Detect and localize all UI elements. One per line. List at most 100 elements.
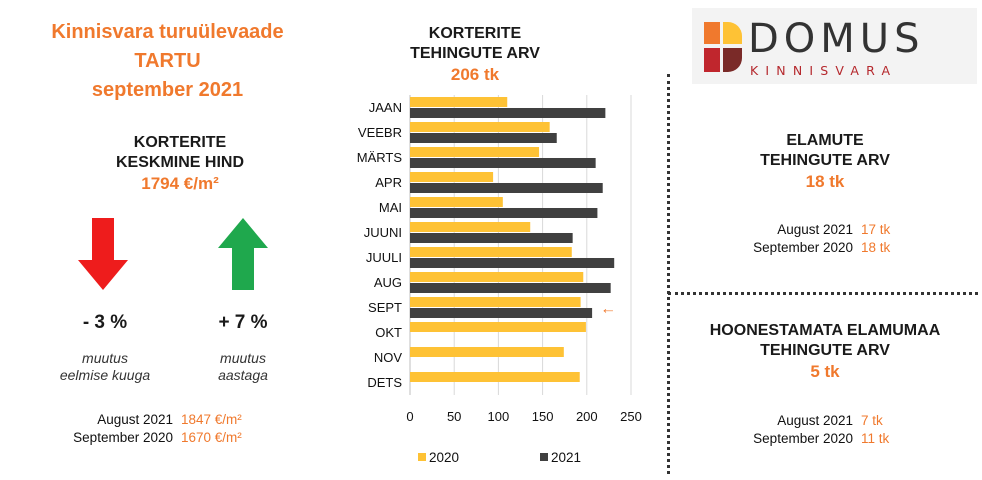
bar-2020 — [410, 147, 540, 157]
land-cmp-row-2: September 2020 11 tk — [690, 430, 970, 448]
title-line-2: TARTU — [134, 50, 201, 72]
bar-2020 — [410, 197, 503, 207]
houses-cmp2-label: September 2020 — [753, 240, 853, 255]
bar-2020 — [410, 297, 581, 307]
bar-2020 — [410, 222, 531, 232]
x-tick-label: 250 — [620, 409, 642, 424]
category-label: SEPT — [368, 300, 402, 315]
title-line-3: september 2021 — [91, 79, 244, 101]
x-tick-label: 200 — [576, 409, 598, 424]
bar-2021 — [410, 158, 596, 168]
apartment-price-panel: KORTERITE KESKMINE HIND 1794 €/m² — [20, 133, 340, 195]
apartment-price-heading-1: KORTERITE — [133, 134, 227, 151]
cmp-row-1: August 2021 1847 €/m² — [30, 411, 330, 429]
houses-comparison: August 2021 17 tk September 2020 18 tk — [690, 221, 970, 257]
category-label: JAAN — [369, 100, 402, 115]
bar-2021 — [410, 133, 557, 143]
apartment-price-heading-2: KESKMINE HIND — [115, 154, 244, 171]
bar-2020 — [410, 272, 584, 282]
horizontal-divider — [668, 292, 978, 295]
chart-heading-1: KORTERITE — [428, 25, 522, 42]
bar-2021 — [410, 183, 603, 193]
chart-heading-value: 206 tk — [450, 65, 500, 84]
legend-swatch-2020 — [418, 453, 426, 461]
category-label: MAI — [379, 200, 402, 215]
apartment-price-value: 1794 €/m² — [141, 174, 219, 193]
category-label: DETS — [367, 375, 402, 390]
bar-2020 — [410, 322, 586, 332]
bar-2020 — [410, 247, 572, 257]
bar-2020 — [410, 122, 550, 132]
houses-cmp2-value: 18 tk — [861, 240, 891, 255]
houses-heading-1: ELAMUTE — [786, 132, 864, 149]
bar-2021 — [410, 258, 615, 268]
bar-2021 — [410, 283, 611, 293]
arrow-up-icon — [218, 218, 268, 290]
title-line-1: Kinnisvara turuülevaade — [51, 21, 284, 43]
land-cmp1-label: August 2021 — [777, 413, 853, 428]
houses-heading-2: TEHINGUTE ARV — [760, 152, 890, 169]
year-note-line-2: aastaga — [218, 367, 268, 383]
legend-swatch-2021 — [540, 453, 548, 461]
x-tick-label: 100 — [488, 409, 510, 424]
chart-heading-2: TEHINGUTE ARV — [410, 45, 540, 62]
vertical-divider — [667, 74, 670, 474]
report-title: Kinnisvara turuülevaade TARTU september … — [0, 18, 335, 105]
cmp1-value: 1847 €/m² — [181, 412, 242, 427]
bar-2021 — [410, 233, 573, 243]
cmp-row-2: September 2020 1670 €/m² — [30, 429, 330, 447]
apartment-price-comparison: August 2021 1847 €/m² September 2020 167… — [30, 411, 330, 447]
legend-label-2020: 2020 — [429, 450, 459, 465]
land-heading-1: HOONESTAMATA ELAMUMAA — [709, 322, 941, 339]
bar-2020 — [410, 97, 508, 107]
domus-logo: DOMUS KINNISVARA — [692, 8, 977, 84]
bar-2021 — [410, 108, 606, 118]
month-change-note: muutus eelmise kuuga — [40, 350, 170, 384]
land-cmp-row-1: August 2021 7 tk — [690, 412, 970, 430]
year-change-value: + 7 % — [218, 312, 268, 333]
cmp1-label: August 2021 — [97, 412, 173, 427]
land-cmp2-label: September 2020 — [753, 431, 853, 446]
land-heading-2: TEHINGUTE ARV — [760, 342, 890, 359]
land-cmp1-value: 7 tk — [861, 413, 883, 428]
houses-value: 18 tk — [805, 172, 845, 191]
bar-2020 — [410, 172, 494, 182]
cmp2-label: September 2020 — [73, 430, 173, 445]
logo-mark-icon — [704, 22, 742, 72]
highlight-arrow-icon: ← — [600, 301, 616, 318]
bar-2020 — [410, 347, 564, 357]
x-tick-label: 150 — [532, 409, 554, 424]
category-label: OKT — [375, 325, 402, 340]
category-label: NOV — [374, 350, 403, 365]
category-label: MÄRTS — [357, 150, 403, 165]
legend-label-2021: 2021 — [551, 450, 581, 465]
houses-cmp-row-2: September 2020 18 tk — [690, 239, 970, 257]
arrow-down-icon — [78, 218, 128, 290]
logo-subtitle: KINNISVARA — [750, 63, 898, 78]
bar-2020 — [410, 372, 580, 382]
category-label: JUUNI — [364, 225, 402, 240]
houses-cmp-row-1: August 2021 17 tk — [690, 221, 970, 239]
houses-cmp1-label: August 2021 — [777, 222, 853, 237]
category-label: APR — [375, 175, 402, 190]
month-note-line-2: eelmise kuuga — [59, 367, 151, 383]
month-change-value: - 3 % — [82, 312, 128, 333]
year-change-note: muutus aastaga — [193, 350, 293, 384]
transactions-bar-chart: 0 50 100 150 200 250 JAAN VEEBR MÄRTS APR MAI JUUNI… — [357, 95, 642, 465]
land-panel: HOONESTAMATA ELAMUMAA TEHINGUTE ARV 5 tk — [672, 321, 978, 383]
category-label: AUG — [374, 275, 402, 290]
category-label: JUULI — [366, 250, 402, 265]
bar-2021 — [410, 208, 598, 218]
cmp2-value: 1670 €/m² — [181, 430, 242, 445]
land-cmp2-value: 11 tk — [861, 431, 890, 446]
land-value: 5 tk — [810, 362, 840, 381]
month-note-line-1: muutus — [82, 350, 128, 366]
houses-cmp1-value: 17 tk — [861, 222, 891, 237]
houses-panel: ELAMUTE TEHINGUTE ARV 18 tk — [695, 131, 955, 193]
x-tick-label: 50 — [447, 409, 461, 424]
chart-heading: KORTERITE TEHINGUTE ARV 206 tk — [395, 24, 555, 86]
logo-name: DOMUS — [748, 16, 925, 62]
year-note-line-1: muutus — [220, 350, 266, 366]
category-label: VEEBR — [358, 125, 402, 140]
bar-2021 — [410, 308, 593, 318]
